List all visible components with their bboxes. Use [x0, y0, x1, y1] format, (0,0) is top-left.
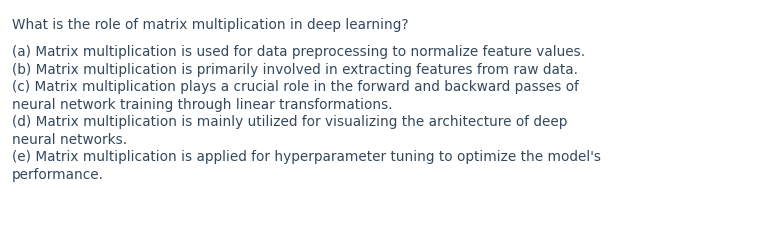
Text: performance.: performance. [12, 168, 104, 182]
Text: neural network training through linear transformations.: neural network training through linear t… [12, 98, 392, 112]
Text: (e) Matrix multiplication is applied for hyperparameter tuning to optimize the m: (e) Matrix multiplication is applied for… [12, 150, 601, 164]
Text: (d) Matrix multiplication is mainly utilized for visualizing the architecture of: (d) Matrix multiplication is mainly util… [12, 115, 568, 129]
Text: (c) Matrix multiplication plays a crucial role in the forward and backward passe: (c) Matrix multiplication plays a crucia… [12, 80, 579, 94]
Text: (b) Matrix multiplication is primarily involved in extracting features from raw : (b) Matrix multiplication is primarily i… [12, 62, 578, 76]
Text: (a) Matrix multiplication is used for data preprocessing to normalize feature va: (a) Matrix multiplication is used for da… [12, 45, 585, 59]
Text: neural networks.: neural networks. [12, 132, 127, 146]
Text: What is the role of matrix multiplication in deep learning?: What is the role of matrix multiplicatio… [12, 18, 408, 32]
